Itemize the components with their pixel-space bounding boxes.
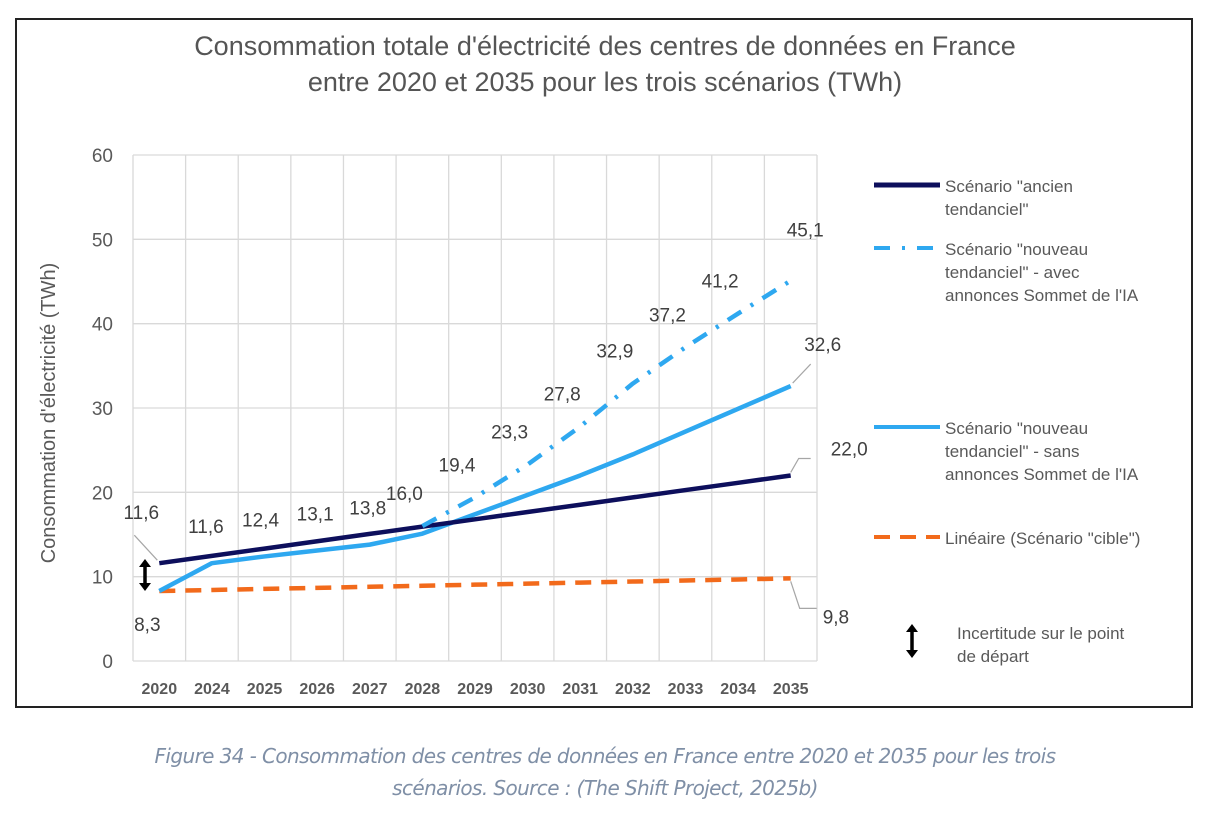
data-label-avec: 32,9	[596, 342, 633, 363]
series-line-sans	[158, 384, 792, 593]
data-label-ancien: 22,0	[831, 439, 868, 460]
chart-frame	[15, 18, 1193, 708]
x-tick-label: 2033	[668, 681, 704, 698]
data-label-sans: 11,6	[188, 517, 224, 538]
leader-line	[790, 457, 811, 473]
leader-line	[792, 363, 812, 384]
legend-label-sans: Scénario "nouveau	[945, 419, 1088, 438]
x-tick-label: 2035	[773, 681, 809, 698]
data-label-sans: 32,6	[804, 335, 841, 356]
caption-line-1: Figure 34 - Consommation des centres de …	[154, 744, 1057, 768]
legend-label-uncertainty: Incertitude sur le point	[957, 624, 1125, 643]
y-tick-label: 60	[92, 146, 113, 167]
data-label-avec: 37,2	[649, 305, 686, 326]
legend-label-ancien: tendanciel"	[945, 200, 1029, 219]
data-label-avec: 19,4	[439, 455, 476, 476]
legend-label-cible: Linéaire (Scénario "cible")	[945, 529, 1140, 548]
y-tick-label: 50	[92, 230, 113, 251]
figure-caption: Figure 34 - Consommation des centres de …	[0, 740, 1210, 804]
leader-line	[133, 534, 158, 561]
chart: Consommation totale d'électricité des ce…	[38, 31, 1140, 698]
y-tick-label: 10	[92, 568, 113, 589]
series-line-cible	[159, 576, 791, 594]
data-label-avec: 45,1	[787, 221, 824, 242]
data-label-sans: 12,4	[242, 510, 279, 531]
x-tick-label: 2032	[615, 681, 651, 698]
legend-label-avec: annonces Sommet de l'IA	[945, 286, 1139, 305]
legend-label-avec: Scénario "nouveau	[945, 240, 1088, 259]
uncertainty-arrow-icon-head-down	[139, 583, 151, 591]
x-tick-label: 2034	[720, 681, 756, 698]
uncertainty-arrow-icon-head-up	[139, 559, 151, 567]
x-tick-label: 2031	[562, 681, 598, 698]
data-label-sans: 8,3	[134, 615, 160, 636]
leader-line	[790, 581, 817, 609]
data-label-avec: 41,2	[702, 272, 739, 293]
x-tick-label: 2026	[299, 681, 335, 698]
y-axis-label: Consommation d'électricité (TWh)	[38, 263, 60, 564]
data-label-sans: 13,8	[349, 499, 386, 520]
caption-line-2: scénarios. Source : (The Shift Project, …	[392, 776, 818, 800]
data-label-avec: 16,0	[386, 484, 423, 505]
data-label-sans: 13,1	[297, 505, 334, 526]
data-label-cible: 9,8	[823, 607, 849, 628]
x-tick-label: 2027	[352, 681, 388, 698]
data-label-avec: 27,8	[544, 385, 581, 406]
legend-label-uncertainty: de départ	[957, 647, 1029, 666]
chart-title-line: entre 2020 et 2035 pour les trois scénar…	[308, 67, 902, 97]
x-tick-label: 2028	[405, 681, 441, 698]
legend-label-avec: tendanciel" - avec	[945, 263, 1080, 282]
x-tick-label: 2025	[247, 681, 283, 698]
series-line-ancien	[158, 473, 792, 566]
y-tick-label: 0	[102, 652, 113, 673]
x-tick-label: 2024	[194, 681, 230, 698]
legend-label-ancien: Scénario "ancien	[945, 177, 1073, 196]
series-line-avec	[421, 278, 792, 529]
legend-uncertainty-icon-head-down	[906, 650, 918, 658]
data-label-ancien: 11,6	[124, 503, 160, 524]
legend-label-sans: annonces Sommet de l'IA	[945, 465, 1139, 484]
data-label-avec: 23,3	[491, 423, 528, 444]
y-tick-label: 20	[92, 483, 113, 504]
x-tick-label: 2020	[142, 681, 178, 698]
legend-uncertainty-icon-head-up	[906, 624, 918, 632]
y-tick-label: 30	[92, 399, 113, 420]
x-tick-label: 2030	[510, 681, 546, 698]
legend-label-sans: tendanciel" - sans	[945, 442, 1080, 461]
chart-title-line: Consommation totale d'électricité des ce…	[194, 31, 1016, 61]
y-tick-label: 40	[92, 315, 113, 336]
x-tick-label: 2029	[457, 681, 493, 698]
